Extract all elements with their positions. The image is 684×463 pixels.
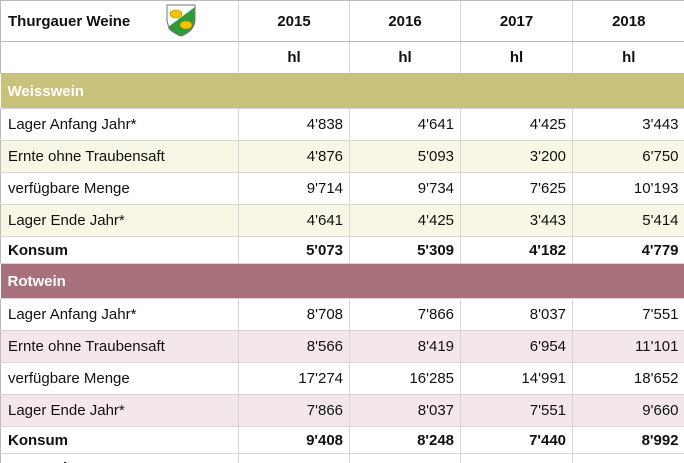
value-cell: 13'771 [572, 453, 684, 463]
value-cell: 7'440 [460, 426, 573, 454]
row-label: Lager Ende Jahr* [0, 394, 239, 427]
section-row: Rotwein [0, 263, 684, 299]
row-label: Lager Anfang Jahr* [0, 298, 239, 331]
value-cell: 3'443 [460, 204, 573, 237]
value-cell: 11'101 [572, 330, 684, 363]
value-cell: 8'248 [349, 426, 461, 454]
row-label: Lager Anfang Jahr* [0, 108, 239, 141]
unit-header: hl [460, 41, 573, 74]
total-row: Gesamtkonsum14'48113'55711'62213'771 [0, 453, 684, 463]
value-cell: 6'750 [572, 140, 684, 173]
value-cell: 14'991 [460, 362, 573, 395]
value-cell: 16'285 [349, 362, 461, 395]
value-cell: 11'622 [460, 453, 573, 463]
sum-row: Konsum 9'408 8'248 7'440 8'992 [0, 426, 684, 454]
value-cell: 4'425 [460, 108, 573, 141]
value-cell: 3'200 [460, 140, 573, 173]
value-cell: 4'779 [572, 236, 684, 264]
section-title: Rotwein [0, 263, 684, 299]
value-cell: 14'481 [238, 453, 350, 463]
data-row: Lager Ende Jahr* 7'866 8'037 7'551 9'660 [0, 394, 684, 427]
value-cell: 5'073 [238, 236, 350, 264]
value-cell: 7'551 [572, 298, 684, 331]
value-cell: 9'660 [572, 394, 684, 427]
data-row: Ernte ohne Traubensaft 4'876 5'093 3'200 6'7… [0, 140, 684, 173]
value-cell: 8'037 [349, 394, 461, 427]
data-row: Ernte ohne Traubensaft 8'566 8'419 6'954 11'… [0, 330, 684, 363]
sum-row: Konsum 5'073 5'309 4'182 4'779 [0, 236, 684, 264]
value-cell: 8'037 [460, 298, 573, 331]
coat-of-arms [166, 4, 196, 37]
data-row: Lager Anfang Jahr* 8'708 7'866 8'037 7'551 [0, 298, 684, 331]
value-cell: 4'876 [238, 140, 350, 173]
row-label: Lager Ende Jahr* [0, 204, 239, 237]
unit-header: hl [349, 41, 461, 74]
data-row: Lager Ende Jahr* 4'641 4'425 3'443 5'414 [0, 204, 684, 237]
row-label: Konsum [0, 236, 239, 264]
row-label: Konsum [0, 426, 239, 454]
value-cell: 9'734 [349, 172, 461, 205]
unit-header: hl [238, 41, 350, 74]
section-row: Weisswein [0, 73, 684, 109]
value-cell: 3'443 [572, 108, 684, 141]
value-cell: 4'641 [238, 204, 350, 237]
value-cell: 8'992 [572, 426, 684, 454]
value-cell: 6'954 [460, 330, 573, 363]
data-row: Lager Anfang Jahr* 4'838 4'641 4'425 3'443 [0, 108, 684, 141]
data-row: verfügbare Menge 9'714 9'734 7'625 10'193 [0, 172, 684, 205]
row-label: verfügbare Menge [0, 172, 239, 205]
unit-row: hl hl hl hl [0, 41, 684, 74]
row-label: verfügbare Menge [0, 362, 239, 395]
value-cell: 8'566 [238, 330, 350, 363]
header-row: Thurgauer Weine 2015 2016 2017 2018 [0, 0, 684, 42]
value-cell: 4'182 [460, 236, 573, 264]
value-cell: 8'419 [349, 330, 461, 363]
value-cell: 7'866 [238, 394, 350, 427]
value-cell: 18'652 [572, 362, 684, 395]
value-cell: 9'714 [238, 172, 350, 205]
value-cell: 5'309 [349, 236, 461, 264]
year-header: 2017 [460, 0, 573, 42]
year-header: 2018 [572, 0, 684, 42]
empty-cell [0, 41, 239, 74]
unit-header: hl [572, 41, 684, 74]
row-label: Ernte ohne Traubensaft [0, 140, 239, 173]
value-cell: 5'414 [572, 204, 684, 237]
row-label: Ernte ohne Traubensaft [0, 330, 239, 363]
value-cell: 5'093 [349, 140, 461, 173]
value-cell: 4'641 [349, 108, 461, 141]
value-cell: 13'557 [349, 453, 461, 463]
value-cell: 7'551 [460, 394, 573, 427]
row-label: Gesamtkonsum [0, 453, 239, 463]
value-cell: 8'708 [238, 298, 350, 331]
value-cell: 9'408 [238, 426, 350, 454]
section-title: Weisswein [0, 73, 684, 109]
value-cell: 10'193 [572, 172, 684, 205]
year-header: 2016 [349, 0, 461, 42]
value-cell: 17'274 [238, 362, 350, 395]
value-cell: 7'866 [349, 298, 461, 331]
year-header: 2015 [238, 0, 350, 42]
data-row: verfügbare Menge 17'274 16'285 14'991 18'652 [0, 362, 684, 395]
table-title: Thurgauer Weine [0, 0, 239, 42]
value-cell: 4'838 [238, 108, 350, 141]
value-cell: 4'425 [349, 204, 461, 237]
value-cell: 7'625 [460, 172, 573, 205]
